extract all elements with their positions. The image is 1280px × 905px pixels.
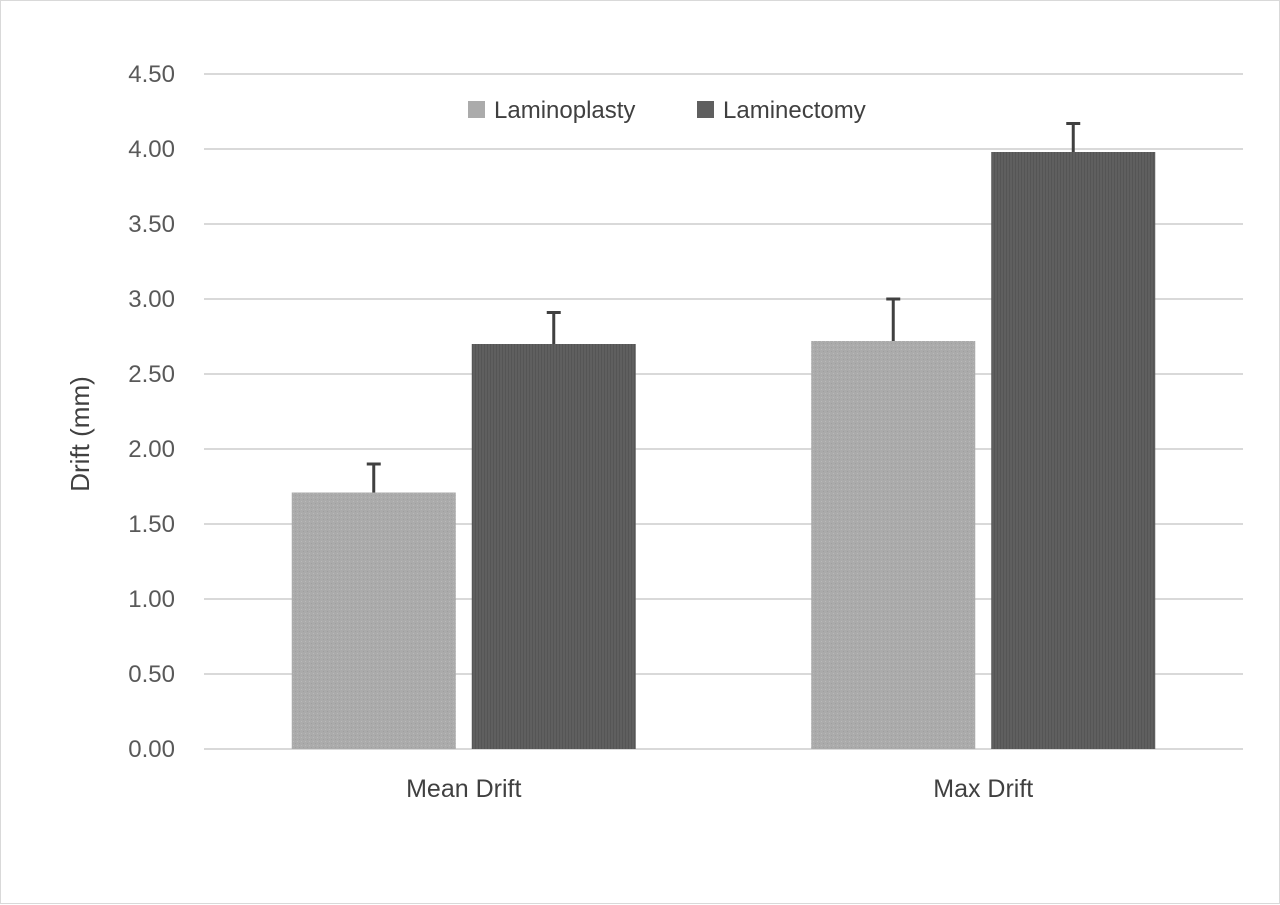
legend-swatch-laminectomy [697, 101, 714, 118]
y-axis-title: Drift (mm) [65, 376, 95, 492]
y-tick-label: 4.00 [128, 136, 175, 163]
y-tick-label: 2.00 [128, 436, 175, 463]
y-tick-label: 3.00 [128, 286, 175, 313]
bar-laminoplasty-max-drift [811, 341, 976, 749]
y-tick-label: 1.50 [128, 511, 175, 538]
x-category-label: Max Drift [933, 775, 1033, 803]
y-tick-label: 2.50 [128, 361, 175, 388]
bars [291, 152, 1156, 749]
bar-laminectomy-mean-drift [471, 344, 636, 749]
x-axis-categories: Mean Drift Max Drift [406, 775, 1033, 803]
legend-swatch-laminoplasty [468, 101, 485, 118]
legend-label-laminoplasty: Laminoplasty [494, 97, 635, 124]
y-tick-label: 0.50 [128, 661, 175, 688]
x-category-label: Mean Drift [406, 775, 521, 803]
bar-laminoplasty-mean-drift [291, 492, 456, 749]
y-tick-label: 4.50 [128, 61, 175, 88]
y-tick-label: 0.00 [128, 736, 175, 763]
legend-label-laminectomy: Laminectomy [723, 97, 866, 124]
error-bars [366, 122, 1081, 493]
bar-laminectomy-max-drift [991, 152, 1156, 749]
legend: Laminoplasty Laminectomy [468, 97, 866, 124]
y-tick-label: 3.50 [128, 211, 175, 238]
y-axis-ticks: 0.00 0.50 1.00 1.50 2.00 2.50 3.00 3.50 4.00 4.50 [128, 61, 175, 763]
y-tick-label: 1.00 [128, 586, 175, 613]
